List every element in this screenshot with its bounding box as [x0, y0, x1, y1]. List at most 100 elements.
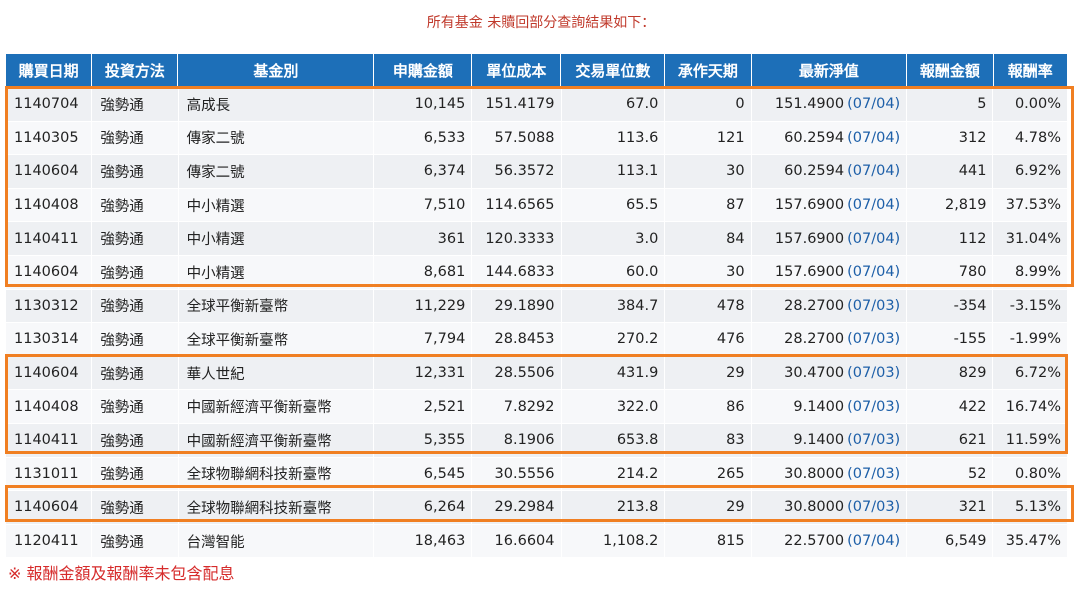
cell-holding-days: 86	[665, 390, 752, 423]
cell-return-rate: 0.80%	[1014, 465, 1062, 482]
cell-profit-amount: 312	[907, 121, 994, 155]
cell-fund-name: 台灣智能	[179, 524, 375, 558]
cell-latest-nav: 28.2700 (07/03)	[752, 289, 908, 323]
header-fund-name: 基金別	[178, 54, 375, 86]
nav-value: 157.6900	[774, 197, 845, 214]
cell-return-rate: -1.99%	[1009, 331, 1062, 348]
cell-holding-days: 815	[665, 524, 752, 558]
cell-fund-name: 中國新經濟平衡新臺幣	[179, 390, 375, 423]
cell-purchase-amount: 6,374	[374, 155, 473, 188]
nav-date: (07/03)	[847, 499, 901, 516]
nav-date: (07/03)	[847, 365, 901, 382]
cell-fund-name: 高成長	[179, 88, 375, 121]
cell-investment-method: 強勢通	[92, 121, 179, 155]
cell-units: 60.0	[562, 255, 666, 289]
cell-fund-name: 傳家二號	[179, 121, 375, 155]
cell-profit-amount: 2,819	[907, 188, 994, 222]
table-row: 1140411 強勢通 中國新經濟平衡新臺幣 5,355 8.1906 653.8 83 9.…	[6, 423, 1067, 458]
cell-holding-days: 121	[665, 121, 752, 155]
cell-fund-name: 中國新經濟平衡新臺幣	[179, 423, 375, 457]
table-row: 1140305 強勢通 傳家二號 6,533 57.5088 113.6 121 60.259…	[6, 121, 1067, 156]
cell-latest-nav: 157.6900 (07/04)	[752, 255, 908, 289]
cell-holding-days: 476	[665, 323, 752, 356]
table-row: 1140704 強勢通 高成長 10,145 151.4179 67.0 0 151.4900…	[6, 88, 1067, 122]
cell-fund-name: 全球平衡新臺幣	[179, 289, 375, 323]
cell-holding-days: 29	[665, 356, 752, 390]
cell-investment-method: 強勢通	[92, 222, 179, 255]
cell-purchase-amount: 18,463	[374, 524, 473, 558]
cell-purchase-date: 1140604	[6, 155, 93, 188]
table-row: 1140604 強勢通 中小精選 8,681 144.6833 60.0 30 157.690…	[6, 255, 1067, 290]
cell-latest-nav: 30.8000 (07/03)	[752, 457, 908, 491]
cell-purchase-amount: 6,264	[374, 491, 473, 524]
table-row: 1140408 強勢通 中小精選 7,510 114.6565 65.5 87 157.690…	[6, 188, 1067, 223]
cell-fund-name: 中小精選	[179, 255, 375, 289]
cell-profit-amount: 321	[907, 491, 994, 524]
header-unit-cost: 單位成本	[472, 54, 562, 86]
cell-unit-cost: 7.8292	[472, 390, 562, 423]
nav-date: (07/04)	[847, 96, 901, 113]
cell-profit-amount: 52	[907, 457, 994, 491]
cell-units: 65.5	[562, 188, 666, 222]
cell-latest-nav: 30.8000 (07/03)	[752, 491, 908, 524]
cell-profit-amount: 5	[907, 88, 994, 121]
cell-unit-cost: 28.8453	[472, 323, 562, 356]
cell-profit-amount: -354	[907, 289, 994, 323]
cell-profit-amount: -155	[907, 323, 994, 356]
nav-date: (07/03)	[847, 398, 901, 415]
cell-fund-name: 中小精選	[179, 188, 375, 222]
nav-value: 22.5700	[784, 533, 845, 550]
cell-purchase-amount: 2,521	[374, 390, 473, 423]
cell-purchase-date: 1131011	[6, 457, 93, 491]
cell-purchase-date: 1140604	[6, 356, 93, 390]
cell-profit-amount: 6,549	[907, 524, 994, 558]
cell-fund-name: 全球物聯網科技新臺幣	[179, 491, 375, 524]
nav-value: 28.2700	[784, 297, 845, 314]
cell-holding-days: 265	[665, 457, 752, 491]
cell-purchase-amount: 12,331	[374, 356, 473, 390]
cell-return-rate: 8.99%	[1014, 264, 1062, 281]
cell-return-rate: 31.04%	[1005, 230, 1062, 247]
cell-latest-nav: 9.1400 (07/03)	[752, 390, 908, 423]
cell-units: 1,108.2	[562, 524, 666, 558]
cell-units: 113.1	[562, 155, 666, 188]
cell-investment-method: 強勢通	[92, 155, 179, 188]
cell-investment-method: 強勢通	[92, 88, 179, 121]
cell-unit-cost: 151.4179	[472, 88, 562, 121]
cell-investment-method: 強勢通	[92, 356, 179, 390]
table-row: 1130312 強勢通 全球平衡新臺幣 11,229 29.1890 384.7 478 28…	[6, 289, 1067, 324]
cell-holding-days: 87	[665, 188, 752, 222]
nav-date: (07/03)	[847, 432, 901, 449]
cell-purchase-amount: 6,545	[374, 457, 473, 491]
cell-holding-days: 84	[665, 222, 752, 255]
cell-return-rate: 6.72%	[1014, 365, 1062, 382]
nav-value: 9.1400	[793, 398, 845, 415]
cell-purchase-date: 1140604	[6, 491, 93, 524]
cell-holding-days: 30	[665, 255, 752, 289]
cell-investment-method: 強勢通	[92, 390, 179, 423]
cell-purchase-amount: 6,533	[374, 121, 473, 155]
cell-fund-name: 全球平衡新臺幣	[179, 323, 375, 356]
cell-holding-days: 29	[665, 491, 752, 524]
nav-date: (07/04)	[847, 230, 901, 247]
cell-purchase-date: 1140604	[6, 255, 93, 289]
cell-investment-method: 強勢通	[92, 491, 179, 524]
cell-unit-cost: 29.2984	[472, 491, 562, 524]
page-title: 所有基金 未贖回部分查詢結果如下：	[426, 15, 656, 31]
nav-value: 157.6900	[774, 230, 845, 247]
cell-holding-days: 83	[665, 423, 752, 457]
cell-units: 213.8	[562, 491, 666, 524]
cell-unit-cost: 30.5556	[472, 457, 562, 491]
cell-units: 113.6	[562, 121, 666, 155]
cell-latest-nav: 157.6900 (07/04)	[752, 188, 908, 222]
nav-date: (07/03)	[847, 331, 901, 348]
cell-profit-amount: 621	[907, 423, 994, 457]
cell-unit-cost: 144.6833	[472, 255, 562, 289]
cell-latest-nav: 9.1400 (07/03)	[752, 423, 908, 457]
cell-purchase-date: 1140411	[6, 222, 93, 255]
cell-purchase-amount: 8,681	[374, 255, 473, 289]
cell-return-rate: 11.59%	[1005, 432, 1062, 449]
cell-unit-cost: 56.3572	[472, 155, 562, 188]
table-row: 1140411 強勢通 中小精選 361 120.3333 3.0 84 157.6900 (0…	[6, 222, 1067, 256]
cell-purchase-date: 1140704	[6, 88, 93, 121]
